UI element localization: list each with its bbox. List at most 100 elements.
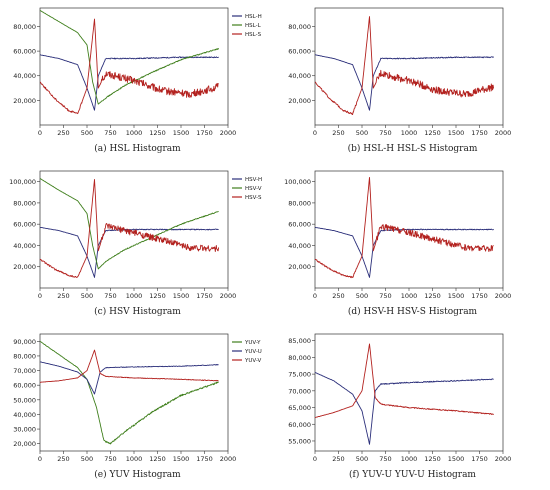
y-tick-label-f-0: 55,000 <box>288 437 311 445</box>
x-tick-label-d-8: 2000 <box>495 292 512 300</box>
chart-e-svg: 20,000 30,000 40,000 50,000 60,000 70,000 80,0… <box>13 333 262 463</box>
x-tick-label-e-6: 1500 <box>173 455 190 463</box>
caption-a: (a) HSL Histogram <box>94 144 181 154</box>
legend-label-a-1: HSL-L <box>245 23 262 29</box>
caption-b: (b) HSL-H HSL-S Histogram <box>347 144 478 154</box>
chart-d-svg: 20,000 40,000 60,000 80,000 100,000 0 250 500 75… <box>284 170 512 300</box>
x-tick-label-d-3: 750 <box>379 292 391 300</box>
series-line-c-hsv-v <box>39 178 219 270</box>
legend-label-c-1: HSV-V <box>245 186 262 192</box>
y-tick-label-b-3: 80,000 <box>288 23 311 31</box>
x-tick-label-a-1: 250 <box>57 129 69 137</box>
chart-panel-b: 20,000 40,000 60,000 80,000 0 250 500 750 1000 12… <box>275 0 550 163</box>
y-tick-label-f-4: 75,000 <box>288 371 311 379</box>
x-tick-label-b-1: 250 <box>332 129 344 137</box>
caption-f: (f) YUV-U YUV-U Histogram <box>349 470 476 480</box>
x-tick-label-e-4: 1000 <box>126 455 143 463</box>
legend-label-e-0: YUV-Y <box>244 340 261 346</box>
x-tick-label-d-7: 1750 <box>471 292 488 300</box>
y-tick-label-e-0: 20,000 <box>13 440 36 448</box>
chart-f-svg: 55,000 60,000 65,000 70,000 75,000 80,000 85,0… <box>288 333 512 463</box>
y-tick-label-d-4: 100,000 <box>284 178 311 186</box>
caption-c: (c) HSV Histogram <box>94 307 181 317</box>
caption-d: (d) HSV-H HSV-S Histogram <box>347 307 478 317</box>
y-tick-label-d-3: 80,000 <box>288 199 311 207</box>
y-tick-label-f-5: 80,000 <box>288 354 311 362</box>
legend-label-c-0: HSV-H <box>245 177 262 183</box>
x-tick-label-e-8: 2000 <box>220 455 237 463</box>
legend-label-a-2: HSL-S <box>245 32 262 38</box>
x-tick-label-f-7: 1750 <box>471 455 488 463</box>
y-tick-label-e-2: 40,000 <box>13 411 36 419</box>
x-tick-label-c-8: 2000 <box>220 292 237 300</box>
x-tick-label-c-5: 1250 <box>149 292 166 300</box>
x-tick-label-a-8: 2000 <box>220 129 237 137</box>
x-tick-label-f-0: 0 <box>313 455 317 463</box>
x-tick-label-c-1: 250 <box>57 292 69 300</box>
series-line-f-yuv-v <box>314 343 494 419</box>
series-line-e-yuv-u <box>39 361 219 395</box>
y-tick-label-c-2: 60,000 <box>13 221 36 229</box>
y-tick-label-d-2: 60,000 <box>288 221 311 229</box>
series-line-b-hsl-h <box>314 54 494 111</box>
chart-c-svg: 20,000 40,000 60,000 80,000 100,000 0 250 500 75… <box>9 170 262 300</box>
x-tick-label-f-5: 1250 <box>424 455 441 463</box>
y-tick-label-a-1: 40,000 <box>13 72 36 80</box>
series-line-c-hsv-s <box>39 179 220 278</box>
x-tick-label-b-7: 1750 <box>471 129 488 137</box>
plot-frame-a <box>39 7 229 126</box>
x-tick-label-c-6: 1500 <box>173 292 190 300</box>
x-tick-label-f-1: 250 <box>332 455 344 463</box>
y-tick-label-d-0: 20,000 <box>288 263 311 271</box>
y-tick-label-b-2: 60,000 <box>288 48 311 56</box>
x-tick-label-e-0: 0 <box>38 455 42 463</box>
y-tick-label-a-2: 60,000 <box>13 48 36 56</box>
y-tick-label-f-1: 60,000 <box>288 421 311 429</box>
x-tick-label-d-6: 1500 <box>448 292 465 300</box>
x-tick-label-f-3: 750 <box>379 455 391 463</box>
x-tick-label-d-2: 500 <box>356 292 368 300</box>
x-tick-label-a-4: 1000 <box>126 129 143 137</box>
x-tick-label-a-2: 500 <box>81 129 93 137</box>
y-tick-label-e-7: 90,000 <box>13 338 36 346</box>
x-tick-label-e-2: 500 <box>81 455 93 463</box>
x-tick-label-d-0: 0 <box>313 292 317 300</box>
x-tick-label-c-0: 0 <box>38 292 42 300</box>
series-line-d-hsv-s <box>314 176 494 279</box>
x-tick-label-e-5: 1250 <box>149 455 166 463</box>
legend-label-c-2: HSV-S <box>245 195 262 201</box>
plot-frame-b <box>314 7 504 126</box>
legend-a: HSL-H HSL-L HSL-S <box>232 14 262 38</box>
y-tick-label-e-5: 70,000 <box>13 367 36 375</box>
legend-c: HSV-H HSV-V HSV-S <box>232 177 262 201</box>
x-tick-label-c-3: 750 <box>104 292 116 300</box>
series-line-a-hsl-l <box>39 10 220 105</box>
legend-e: YUV-Y YUV-U YUV-V <box>232 340 262 364</box>
plot-frame-f <box>314 333 504 452</box>
x-tick-label-b-8: 2000 <box>495 129 512 137</box>
y-tick-label-f-3: 70,000 <box>288 387 311 395</box>
caption-e: (e) YUV Histogram <box>94 470 181 480</box>
x-tick-label-b-4: 1000 <box>401 129 418 137</box>
y-tick-label-e-4: 60,000 <box>13 382 36 390</box>
x-tick-label-b-3: 750 <box>379 129 391 137</box>
y-tick-label-a-0: 20,000 <box>13 97 36 105</box>
y-tick-label-a-3: 80,000 <box>13 23 36 31</box>
y-tick-label-c-1: 40,000 <box>13 242 36 250</box>
x-tick-label-f-2: 500 <box>356 455 368 463</box>
series-line-a-hsl-s <box>39 18 219 115</box>
plot-frame-e <box>39 333 229 452</box>
series-line-e-yuv-v <box>40 349 219 383</box>
x-tick-label-f-8: 2000 <box>495 455 512 463</box>
x-tick-label-a-6: 1500 <box>173 129 190 137</box>
y-tick-label-d-1: 40,000 <box>288 242 311 250</box>
x-tick-label-e-3: 750 <box>104 455 116 463</box>
y-tick-label-c-4: 100,000 <box>9 178 36 186</box>
x-tick-label-c-4: 1000 <box>126 292 143 300</box>
x-tick-label-b-0: 0 <box>313 129 317 137</box>
chart-panel-a: 20,000 40,000 60,000 80,000 0 250 500 750 1000 12… <box>0 0 275 163</box>
x-tick-label-d-1: 250 <box>332 292 344 300</box>
y-tick-label-f-6: 85,000 <box>288 337 311 345</box>
chart-panel-f: 55,000 60,000 65,000 70,000 75,000 80,000 85,0… <box>275 326 550 489</box>
series-line-f-yuv-u <box>314 372 494 445</box>
